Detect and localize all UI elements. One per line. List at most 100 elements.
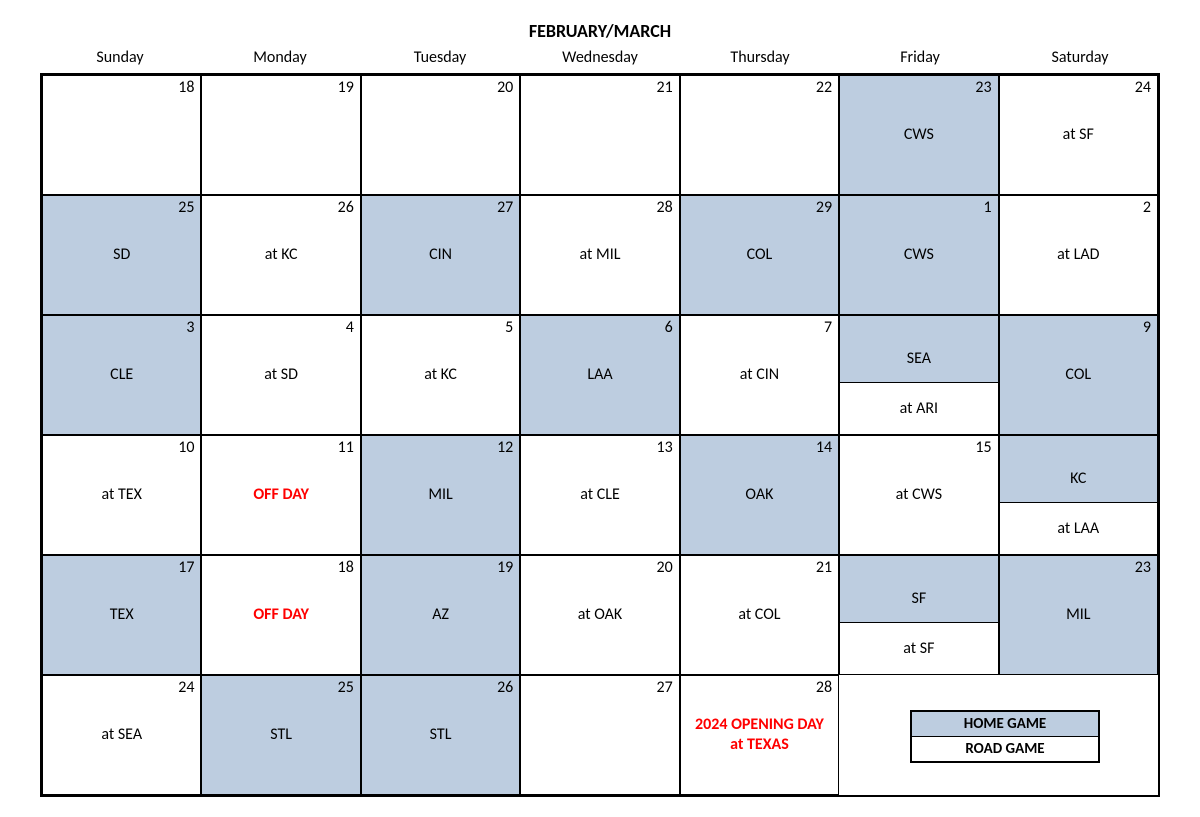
legend-road: ROAD GAME (912, 737, 1098, 761)
calendar-cell: 11 OFF DAY (201, 435, 360, 555)
cell-content: STL (202, 725, 359, 745)
calendar-cell: 29 COL (680, 195, 839, 315)
split-top: KC (1000, 436, 1157, 502)
day-number: 17 (178, 558, 194, 577)
day-number: 10 (178, 438, 194, 457)
weekday-label: Monday (200, 46, 360, 73)
cell-content: CLE (43, 365, 200, 385)
cell-content: OAK (681, 485, 838, 505)
day-number: 21 (656, 78, 672, 97)
split-top: SEA (840, 316, 997, 382)
cell-content: at TEX (43, 485, 200, 505)
calendar-cell: 8SEAat ARI (839, 315, 998, 435)
calendar-cell: 18OFF DAY (201, 555, 360, 675)
day-number: 19 (497, 558, 513, 577)
cell-content: MIL (362, 485, 519, 505)
cell-content: STL (362, 725, 519, 745)
cell-content: OFF DAY (202, 485, 359, 505)
calendar-cell: 13at CLE (520, 435, 679, 555)
day-number: 9 (1143, 318, 1151, 337)
calendar-cell: 4at SD (201, 315, 360, 435)
calendar-cell: 22 (680, 75, 839, 195)
calendar-cell: 15at CWS (839, 435, 998, 555)
calendar-cell: 28 2024 OPENING DAYat TEXAS (680, 675, 839, 795)
calendar-cell: 12 MIL (361, 435, 520, 555)
day-number: 14 (816, 438, 832, 457)
calendar-grid: 181920212223CWS24at SF25SD26at KC27CIN28… (40, 73, 1160, 797)
calendar-cell: 14 OAK (680, 435, 839, 555)
calendar-cell: 25 SD (42, 195, 201, 315)
day-number: 22 (816, 78, 832, 97)
cell-content: LAA (521, 365, 678, 385)
day-number: 2 (1143, 198, 1151, 217)
day-number: 25 (178, 198, 194, 217)
day-number: 13 (656, 438, 672, 457)
month-title: FEBRUARY/MARCH (40, 20, 1160, 42)
cell-content: CWS (840, 245, 997, 265)
cell-content: COL (681, 245, 838, 265)
calendar-cell: 24at SEA (42, 675, 201, 795)
calendar-cell: 9 COL (999, 315, 1158, 435)
cell-content: AZ (362, 605, 519, 625)
calendar-cell: 20 at OAK (520, 555, 679, 675)
split-bottom: at LAA (1000, 502, 1157, 554)
day-number: 5 (505, 318, 513, 337)
day-number: 12 (497, 438, 513, 457)
day-number: 27 (497, 198, 513, 217)
split-bottom: at SF (840, 622, 997, 674)
cell-content: at OAK (521, 605, 678, 625)
weekday-header: SundayMondayTuesdayWednesdayThursdayFrid… (40, 46, 1160, 73)
legend-box: HOME GAME ROAD GAME (910, 710, 1100, 763)
day-number: 26 (338, 198, 354, 217)
day-number: 20 (656, 558, 672, 577)
calendar-cell: 22SFat SF (839, 555, 998, 675)
cell-content: CWS (840, 125, 997, 145)
day-number: 20 (497, 78, 513, 97)
day-number: 28 (656, 198, 672, 217)
calendar-cell: 5 at KC (361, 315, 520, 435)
calendar-cell: 16KCat LAA (999, 435, 1158, 555)
day-number: 7 (824, 318, 832, 337)
weekday-label: Sunday (40, 46, 200, 73)
weekday-label: Thursday (680, 46, 840, 73)
calendar-cell: 3 CLE (42, 315, 201, 435)
calendar-cell: 17 TEX (42, 555, 201, 675)
day-number: 23 (975, 78, 991, 97)
cell-content: at LAD (1000, 245, 1157, 265)
cell-content: at CIN (681, 365, 838, 385)
calendar-cell: 25STL (201, 675, 360, 795)
day-number: 6 (665, 318, 673, 337)
cell-content: at SEA (43, 725, 200, 745)
day-number: 29 (816, 198, 832, 217)
weekday-label: Friday (840, 46, 1000, 73)
weekday-label: Saturday (1000, 46, 1160, 73)
cell-content: COL (1000, 365, 1157, 385)
day-number: 11 (338, 438, 354, 457)
cell-content: at CWS (840, 485, 997, 505)
calendar-cell: 2 at LAD (999, 195, 1158, 315)
day-number: 3 (186, 318, 194, 337)
day-number: 28 (816, 678, 832, 697)
calendar-cell: 26at KC (201, 195, 360, 315)
cell-content: at KC (362, 365, 519, 385)
day-number: 19 (338, 78, 354, 97)
day-number: 24 (1135, 78, 1151, 97)
cell-content: at SF (1000, 125, 1157, 145)
day-number: 23 (1135, 558, 1151, 577)
cell-content: at COL (681, 605, 838, 625)
cell-content: 2024 OPENING DAYat TEXAS (681, 715, 838, 755)
calendar-cell: 10 at TEX (42, 435, 201, 555)
cell-content: SD (43, 245, 200, 265)
weekday-label: Wednesday (520, 46, 680, 73)
cell-content: MIL (1000, 605, 1157, 625)
cell-content: TEX (43, 605, 200, 625)
split-top: SF (840, 556, 997, 622)
day-number: 18 (178, 78, 194, 97)
day-number: 4 (346, 318, 354, 337)
cell-content: OFF DAY (202, 605, 359, 625)
calendar-cell: 1CWS (839, 195, 998, 315)
calendar-cell: 28at MIL (520, 195, 679, 315)
calendar-cell: 18 (42, 75, 201, 195)
weekday-label: Tuesday (360, 46, 520, 73)
cell-content: CIN (362, 245, 519, 265)
